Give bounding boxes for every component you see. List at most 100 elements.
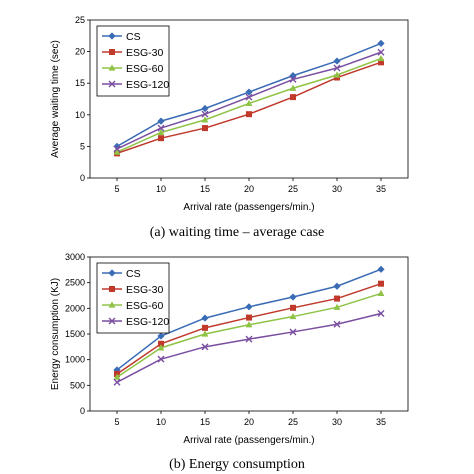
energy-x-tick-label: 30	[332, 417, 342, 427]
wait-x-tick-label: 10	[156, 184, 166, 194]
energy-point-cs	[289, 293, 297, 301]
wait-point-esg-30	[290, 94, 296, 101]
wait-point-cs	[113, 142, 121, 150]
energy-point-esg-120	[289, 328, 297, 336]
wait-point-esg-120	[201, 110, 209, 118]
wait-point-esg-30	[378, 59, 384, 66]
energy-x-axis-label: Arrival rate (passengers/min.)	[183, 435, 314, 446]
wait-point-esg-60	[157, 128, 165, 136]
wait-point-esg-60	[113, 148, 121, 155]
energy-x-tick-label: 35	[376, 417, 386, 427]
wait-x-axis-label: Arrival rate (passengers/min.)	[183, 202, 314, 213]
wait-point-esg-120	[289, 75, 297, 83]
energy-legend-label-cs: CS	[126, 268, 141, 280]
wait-point-esg-30	[202, 125, 208, 132]
energy-point-esg-30	[290, 304, 296, 311]
energy-point-cs	[333, 282, 341, 290]
wait-x-tick-label: 5	[114, 184, 119, 194]
wait-y-tick-label: 0	[80, 173, 85, 183]
energy-point-cs	[157, 332, 165, 340]
energy-point-esg-30	[202, 324, 208, 331]
energy-point-esg-60	[333, 303, 341, 310]
energy-point-esg-30	[246, 314, 252, 321]
energy-legend-label-esg-60: ESG-60	[126, 300, 164, 312]
wait-legend-label-esg-120: ESG-120	[126, 79, 169, 91]
energy-point-cs	[245, 303, 253, 311]
energy-point-cs	[113, 366, 121, 374]
energy-legend-marker-esg-60	[108, 301, 116, 308]
wait-legend-marker-esg-30	[109, 49, 115, 55]
energy-point-esg-60	[377, 289, 385, 297]
energy-point-esg-60	[245, 321, 253, 328]
energy-point-esg-30	[334, 295, 340, 302]
wait-x-tick-label: 30	[332, 184, 342, 194]
energy-x-tick-label: 15	[200, 417, 210, 427]
energy-point-cs	[201, 314, 209, 322]
wait-y-axis-label: Average waiting time (sec)	[50, 40, 61, 158]
energy-point-esg-60	[289, 312, 297, 320]
wait-point-cs	[377, 39, 385, 47]
energy-point-esg-30	[378, 280, 384, 287]
energy-point-esg-120	[157, 355, 165, 363]
energy-x-tick-label: 20	[244, 417, 254, 427]
wait-point-esg-60	[201, 116, 209, 123]
wait-point-esg-30	[158, 135, 164, 142]
wait-x-tick-label: 35	[376, 184, 386, 194]
energy-legend-marker-esg-120	[108, 317, 116, 325]
wait-y-tick-label: 5	[80, 141, 85, 151]
energy-consumption-chart: 0 500 1000 1500 2000 2500 3000 5 10 15 20 25 30 35 Arr…	[50, 252, 409, 446]
energy-y-tick-label: 1500	[65, 329, 85, 339]
energy-x-tick-label: 10	[156, 417, 166, 427]
energy-point-esg-120	[245, 335, 253, 343]
wait-legend-label-esg-30: ESG-30	[126, 47, 164, 59]
wait-point-esg-60	[333, 71, 341, 78]
wait-legend-marker-esg-60	[108, 64, 116, 71]
wait-point-esg-120	[333, 64, 341, 72]
wait-y-tick-label: 15	[75, 78, 85, 88]
caption-waiting-time: (a) waiting time – average case	[150, 225, 325, 240]
wait-y-tick-label: 10	[75, 110, 85, 120]
wait-point-esg-30	[246, 111, 252, 118]
wait-legend-label-esg-60: ESG-60	[126, 63, 164, 75]
wait-legend-marker-esg-120	[108, 80, 116, 88]
energy-y-tick-label: 0	[80, 406, 85, 416]
energy-point-esg-30	[158, 340, 164, 347]
wait-point-esg-120	[157, 124, 165, 132]
wait-point-esg-120	[113, 145, 121, 153]
energy-x-tick-label: 5	[114, 417, 119, 427]
wait-x-tick-label: 20	[244, 184, 254, 194]
energy-point-esg-60	[113, 373, 121, 380]
caption-energy-consumption: (b) Energy consumption	[169, 457, 305, 472]
energy-legend-label-esg-120: ESG-120	[126, 316, 169, 328]
wait-point-cs	[201, 104, 209, 113]
energy-y-tick-label: 2000	[65, 303, 85, 313]
wait-legend-marker-cs	[108, 32, 116, 40]
energy-point-esg-120	[201, 343, 209, 351]
wait-legend-label-cs: CS	[126, 31, 141, 43]
wait-point-esg-120	[245, 93, 253, 101]
wait-y-tick-label: 25	[75, 15, 85, 25]
wait-x-tick-label: 15	[200, 184, 210, 194]
energy-legend-marker-cs	[108, 269, 116, 277]
wait-point-cs	[333, 57, 341, 65]
energy-y-tick-label: 1000	[65, 355, 85, 365]
energy-point-esg-120	[113, 378, 121, 386]
energy-legend-marker-esg-30	[109, 286, 115, 292]
energy-legend-label-esg-30: ESG-30	[126, 284, 164, 296]
energy-y-tick-label: 500	[70, 380, 85, 390]
wait-point-esg-60	[245, 99, 253, 107]
waiting-time-chart: 0 5 10 15 20 25 5 10 15 20 25 30 35 Arrival rate (pas…	[50, 15, 409, 213]
wait-point-esg-60	[289, 84, 297, 91]
wait-x-tick-label: 25	[288, 184, 298, 194]
wait-y-tick-label: 20	[75, 47, 85, 57]
wait-point-esg-120	[377, 48, 385, 56]
energy-point-cs	[377, 265, 385, 273]
energy-y-tick-label: 2500	[65, 278, 85, 288]
wait-point-esg-60	[377, 54, 385, 62]
energy-point-esg-60	[157, 344, 165, 351]
energy-point-esg-120	[333, 320, 341, 328]
energy-x-tick-label: 25	[288, 417, 298, 427]
wait-point-cs	[245, 88, 253, 96]
energy-y-tick-label: 3000	[65, 252, 85, 262]
